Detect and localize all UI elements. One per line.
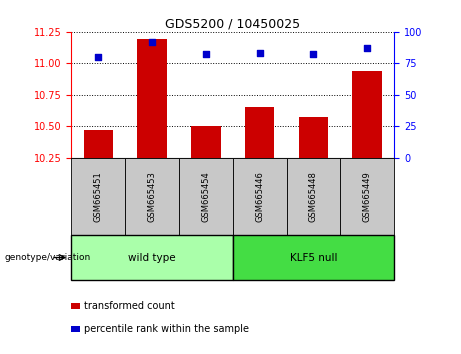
Bar (71, 303, 80, 309)
Bar (137, 39, 167, 158)
Text: GSM665448: GSM665448 (309, 171, 318, 222)
Bar (191, 126, 221, 158)
Point (95, 54, 102, 60)
Point (256, 50, 263, 56)
Bar (245, 107, 274, 158)
Bar (299, 117, 328, 158)
Text: GSM665453: GSM665453 (148, 171, 157, 222)
Bar (353, 71, 382, 158)
Text: KLF5 null: KLF5 null (290, 252, 337, 263)
Text: GSM665446: GSM665446 (255, 171, 264, 222)
Point (364, 45, 371, 51)
Point (310, 52, 317, 57)
Bar (71, 326, 80, 332)
Text: genotype/variation: genotype/variation (5, 253, 91, 262)
Point (148, 39, 156, 45)
Text: GSM665449: GSM665449 (363, 171, 372, 222)
Text: percentile rank within the sample: percentile rank within the sample (84, 324, 249, 334)
Text: transformed count: transformed count (84, 301, 175, 311)
Text: wild type: wild type (128, 252, 176, 263)
Bar (83, 130, 113, 158)
Text: GSM665451: GSM665451 (94, 171, 103, 222)
Point (202, 52, 210, 57)
Text: GSM665454: GSM665454 (201, 171, 210, 222)
Title: GDS5200 / 10450025: GDS5200 / 10450025 (165, 18, 301, 31)
